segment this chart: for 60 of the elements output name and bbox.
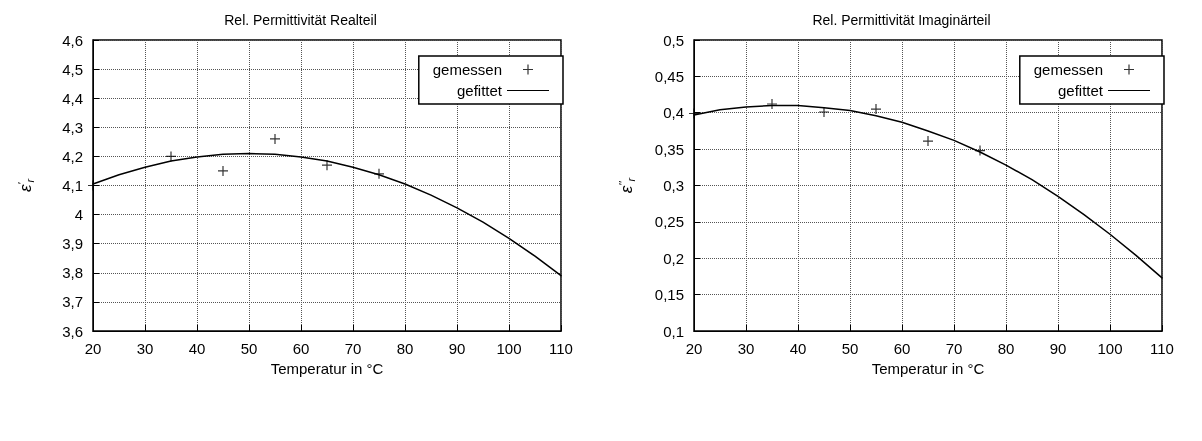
y-tick-label: 0,3 <box>663 177 684 194</box>
point <box>374 168 384 179</box>
y-tick-label: 0,1 <box>663 322 684 340</box>
x-tick-label: 30 <box>136 340 154 357</box>
chart-title: Rel. Permittivität Imaginärteil <box>812 12 991 28</box>
y-tick-label: 4,5 <box>62 60 83 78</box>
x-tick-label: 40 <box>789 340 807 357</box>
point <box>975 145 985 156</box>
x-tick-label: 50 <box>841 340 859 357</box>
legend-label: gefittet <box>456 82 503 99</box>
x-axis-title: Temperatur in °C <box>871 360 985 377</box>
x-tick-label: 60 <box>893 340 911 357</box>
x-axis-title: Temperatur in °C <box>270 360 384 377</box>
point <box>218 165 228 176</box>
x-tick-label: 40 <box>188 340 206 357</box>
point <box>923 136 933 147</box>
point <box>270 133 280 144</box>
y-tick-label: 3,7 <box>62 293 83 311</box>
x-tick-label: 20 <box>685 340 703 357</box>
y-tick-label: 0,35 <box>654 140 684 158</box>
point <box>166 151 176 162</box>
y-tick-label: 0,15 <box>654 286 684 304</box>
x-tick-label: 90 <box>1049 340 1067 357</box>
x-tick-label: 50 <box>240 340 258 357</box>
y-tick-label: 0,25 <box>654 213 684 231</box>
point <box>871 104 881 115</box>
x-tick-label: 90 <box>448 340 466 357</box>
y-tick-label: 3,8 <box>62 264 83 282</box>
legend-label: gemessen <box>1033 61 1103 78</box>
y-tick-label: 0,45 <box>654 67 684 85</box>
x-tick-label: 80 <box>396 340 414 357</box>
y-tick-label: 4,6 <box>62 31 83 49</box>
point <box>767 99 777 110</box>
y-axis-title: ε'r <box>15 177 36 193</box>
y-tick-label: 4,2 <box>62 147 83 165</box>
x-tick-label: 70 <box>344 340 362 357</box>
x-tick-label: 100 <box>496 340 522 357</box>
y-tick-label: 3,6 <box>62 322 83 340</box>
x-tick-label: 110 <box>549 340 573 357</box>
point <box>819 107 829 118</box>
y-tick-label: 3,9 <box>62 235 83 253</box>
x-tick-label: 20 <box>84 340 102 357</box>
x-tick-label: 60 <box>292 340 310 357</box>
y-tick-label: 4 <box>74 206 83 224</box>
chart-title: Rel. Permittivität Realteil <box>224 12 377 28</box>
y-tick-label: 4,3 <box>62 118 83 136</box>
legend-label: gefittet <box>1057 82 1104 99</box>
x-tick-label: 110 <box>1150 340 1174 357</box>
y-tick-label: 4,1 <box>62 177 83 194</box>
y-tick-label: 0,4 <box>663 104 684 122</box>
point <box>322 160 332 171</box>
y-axis-title: ε''r <box>616 176 637 194</box>
x-tick-label: 100 <box>1097 340 1123 357</box>
x-tick-label: 70 <box>945 340 963 357</box>
y-tick-label: 0,2 <box>663 249 684 267</box>
y-tick-label: 0,5 <box>663 31 684 49</box>
legend-label: gemessen <box>432 61 502 78</box>
y-tick-label: 4,4 <box>62 89 83 107</box>
x-tick-label: 30 <box>737 340 755 357</box>
x-tick-label: 80 <box>997 340 1015 357</box>
